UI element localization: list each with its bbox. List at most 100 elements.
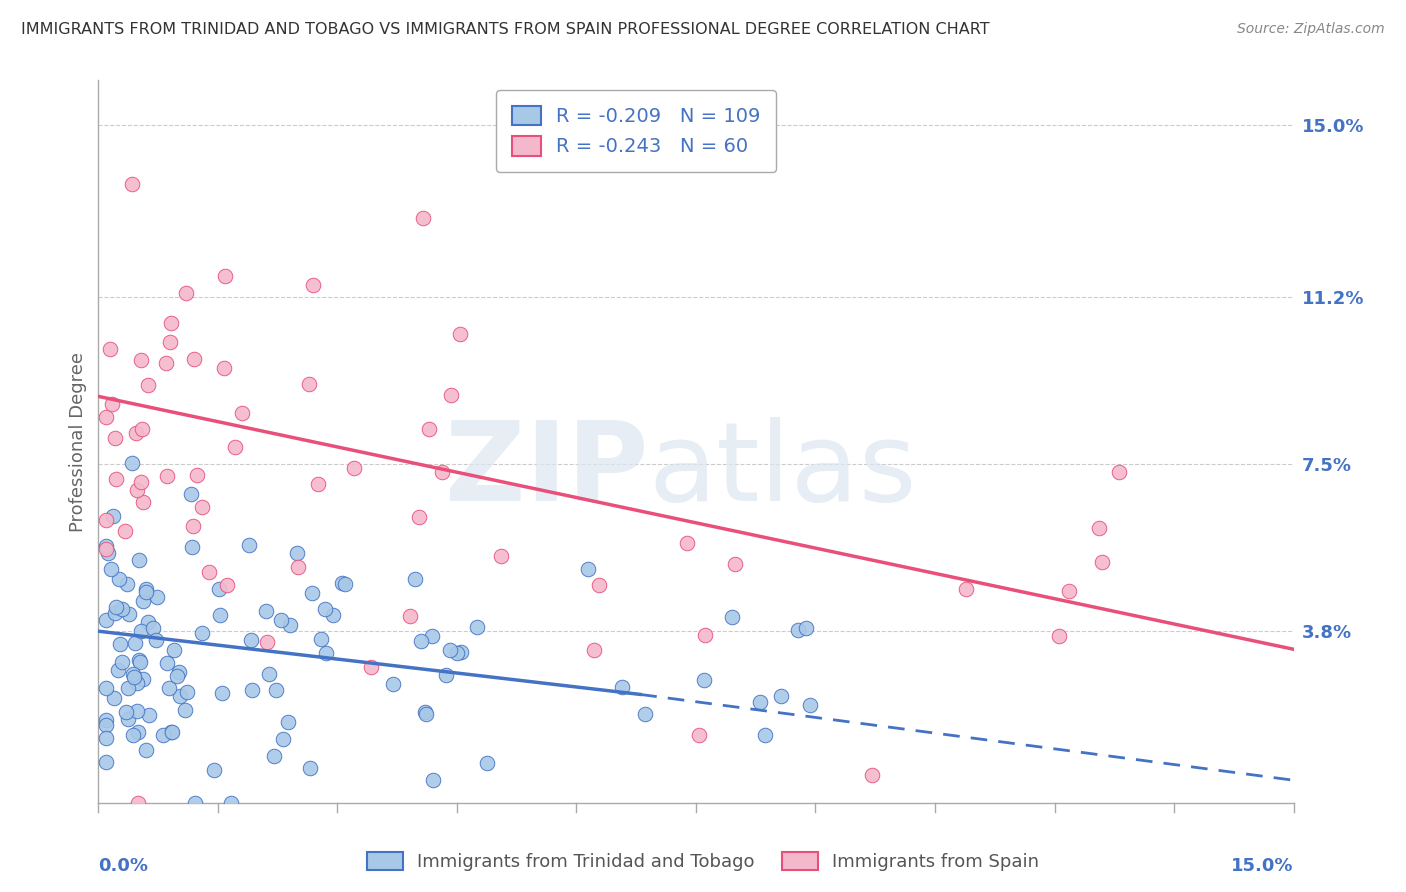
Text: ZIP: ZIP bbox=[444, 417, 648, 524]
Point bbox=[122, 667, 145, 681]
Point bbox=[212, 361, 235, 376]
Point bbox=[208, 582, 231, 596]
Point bbox=[131, 353, 153, 368]
Point bbox=[787, 623, 810, 637]
Point bbox=[145, 632, 167, 647]
Point bbox=[266, 683, 288, 698]
Point bbox=[799, 698, 821, 712]
Point bbox=[104, 599, 127, 614]
Point bbox=[96, 613, 118, 627]
Point bbox=[430, 466, 453, 480]
Point bbox=[754, 728, 776, 742]
Point bbox=[96, 539, 118, 553]
Point bbox=[136, 615, 159, 630]
Point bbox=[155, 356, 177, 370]
Point bbox=[152, 728, 174, 742]
Point bbox=[132, 593, 155, 607]
Point bbox=[117, 681, 139, 696]
Point bbox=[103, 691, 125, 706]
Point bbox=[398, 608, 420, 623]
Point bbox=[1108, 465, 1130, 479]
Point bbox=[446, 646, 468, 660]
Point bbox=[198, 566, 221, 580]
Point bbox=[307, 476, 329, 491]
Point bbox=[721, 609, 744, 624]
Legend: R = -0.209   N = 109, R = -0.243   N = 60: R = -0.209 N = 109, R = -0.243 N = 60 bbox=[496, 90, 776, 172]
Point bbox=[118, 607, 141, 622]
Point bbox=[121, 728, 143, 742]
Point bbox=[576, 562, 599, 576]
Point bbox=[156, 656, 179, 670]
Point bbox=[382, 676, 405, 690]
Point bbox=[278, 618, 301, 632]
Point bbox=[297, 376, 319, 391]
Point bbox=[434, 667, 457, 681]
Point bbox=[186, 467, 208, 482]
Point bbox=[129, 475, 152, 489]
Point bbox=[183, 351, 205, 366]
Point bbox=[108, 637, 131, 651]
Point bbox=[749, 695, 772, 709]
Point bbox=[287, 559, 309, 574]
Point bbox=[96, 718, 118, 732]
Point bbox=[128, 653, 150, 667]
Point bbox=[409, 633, 432, 648]
Point bbox=[360, 660, 382, 674]
Text: atlas: atlas bbox=[648, 417, 917, 524]
Point bbox=[181, 518, 204, 533]
Point bbox=[146, 591, 169, 605]
Point bbox=[273, 731, 295, 746]
Point bbox=[131, 624, 153, 639]
Point bbox=[214, 268, 236, 283]
Point bbox=[100, 562, 122, 576]
Point bbox=[115, 705, 138, 719]
Text: 15.0%: 15.0% bbox=[1232, 857, 1294, 875]
Point bbox=[101, 509, 124, 524]
Point bbox=[160, 725, 183, 739]
Point bbox=[180, 487, 202, 501]
Point bbox=[96, 713, 118, 727]
Point bbox=[169, 689, 191, 703]
Point bbox=[96, 681, 118, 695]
Point bbox=[211, 686, 233, 700]
Text: IMMIGRANTS FROM TRINIDAD AND TOBAGO VS IMMIGRANTS FROM SPAIN PROFESSIONAL DEGREE: IMMIGRANTS FROM TRINIDAD AND TOBAGO VS I… bbox=[21, 22, 990, 37]
Point bbox=[477, 756, 499, 771]
Point bbox=[104, 430, 127, 444]
Point bbox=[163, 642, 186, 657]
Point bbox=[136, 377, 159, 392]
Point bbox=[254, 603, 277, 617]
Point bbox=[111, 601, 134, 615]
Point bbox=[121, 456, 143, 470]
Point bbox=[794, 621, 817, 635]
Point bbox=[610, 680, 633, 694]
Point bbox=[408, 510, 430, 524]
Point bbox=[111, 655, 134, 669]
Y-axis label: Professional Degree: Professional Degree bbox=[69, 351, 87, 532]
Point bbox=[467, 620, 489, 634]
Point bbox=[440, 387, 463, 401]
Point bbox=[343, 461, 366, 475]
Point bbox=[122, 670, 145, 684]
Point bbox=[270, 613, 292, 627]
Point bbox=[1090, 555, 1112, 569]
Point bbox=[96, 410, 118, 425]
Point bbox=[217, 578, 239, 592]
Point bbox=[315, 647, 337, 661]
Point bbox=[238, 538, 260, 552]
Point bbox=[159, 334, 181, 349]
Point bbox=[138, 707, 160, 722]
Point bbox=[420, 629, 443, 643]
Point bbox=[219, 796, 242, 810]
Point bbox=[224, 440, 246, 454]
Point bbox=[257, 667, 280, 681]
Point bbox=[156, 469, 179, 483]
Point bbox=[180, 541, 202, 555]
Point bbox=[1057, 583, 1080, 598]
Point bbox=[693, 627, 716, 641]
Point bbox=[160, 724, 183, 739]
Point bbox=[449, 326, 471, 341]
Point bbox=[117, 577, 139, 591]
Point bbox=[1047, 629, 1070, 643]
Point bbox=[302, 277, 325, 292]
Point bbox=[769, 689, 792, 703]
